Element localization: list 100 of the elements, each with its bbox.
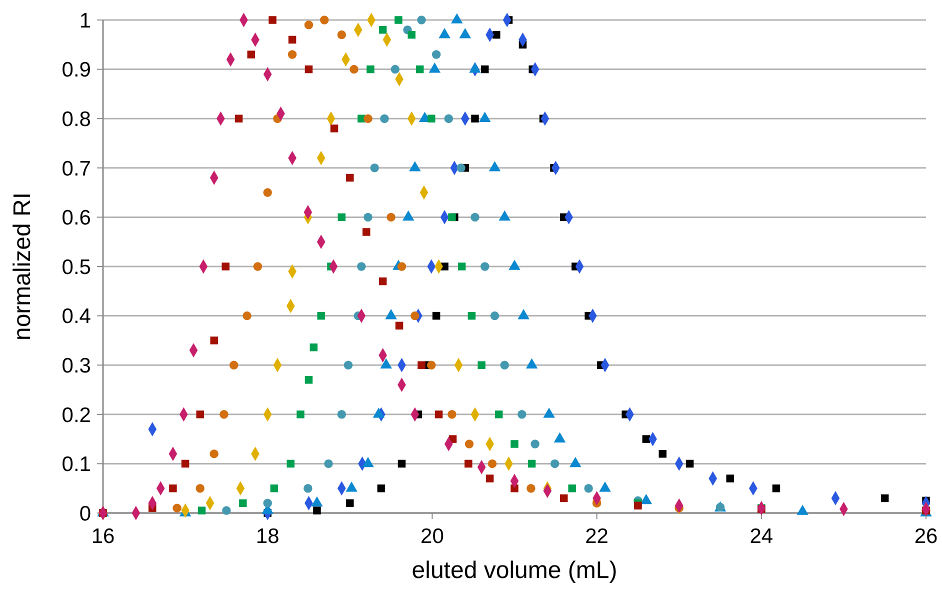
point: [634, 502, 642, 510]
point: [584, 484, 593, 493]
point: [408, 30, 416, 39]
point: [234, 114, 243, 122]
point: [181, 460, 190, 468]
y-tick-label: 0: [79, 502, 91, 526]
point: [330, 124, 338, 132]
point: [263, 188, 272, 197]
point: [350, 64, 358, 74]
point: [253, 262, 262, 271]
point: [510, 440, 518, 448]
point: [490, 311, 500, 320]
point: [488, 459, 497, 468]
point: [568, 484, 576, 492]
point: [364, 114, 372, 123]
y-tick-label: 0.8: [62, 108, 91, 131]
point: [448, 410, 456, 419]
point: [686, 460, 694, 468]
point: [364, 212, 372, 222]
point: [229, 360, 238, 370]
point: [172, 504, 182, 512]
point: [432, 50, 441, 59]
point: [346, 174, 354, 182]
point: [270, 484, 278, 492]
point: [220, 410, 228, 419]
point: [526, 484, 536, 493]
y-axis-title: normalized RI: [9, 192, 36, 341]
point: [395, 322, 404, 330]
point: [481, 65, 489, 74]
point: [470, 212, 480, 222]
point: [478, 361, 486, 369]
point: [434, 410, 443, 418]
point: [550, 459, 560, 468]
point: [378, 26, 387, 34]
point: [390, 64, 400, 74]
point: [726, 474, 734, 482]
point: [324, 459, 333, 468]
x-tick-label: 16: [91, 525, 115, 548]
y-tick-label: 1: [79, 9, 91, 32]
point: [410, 311, 420, 320]
point: [398, 460, 406, 468]
point: [344, 360, 353, 370]
point: [198, 506, 206, 514]
point: [320, 16, 329, 24]
x-axis-title: eluted volume (mL): [412, 557, 618, 584]
point: [196, 410, 204, 418]
point: [304, 20, 314, 30]
point: [210, 449, 218, 458]
point: [268, 16, 276, 24]
point: [288, 36, 296, 44]
point: [377, 484, 386, 492]
point: [357, 262, 366, 271]
y-tick-label: 0.3: [62, 354, 91, 378]
point: [317, 312, 325, 320]
x-tick-label: 20: [420, 525, 444, 548]
point: [500, 360, 509, 370]
point: [313, 506, 321, 514]
point: [468, 312, 476, 320]
point: [428, 114, 436, 122]
point: [304, 376, 313, 384]
point: [239, 499, 247, 508]
point: [658, 450, 667, 458]
point: [492, 30, 500, 39]
point: [338, 213, 346, 222]
point: [880, 494, 889, 502]
point: [397, 262, 406, 271]
point: [337, 30, 346, 40]
point: [370, 164, 379, 172]
point: [362, 228, 370, 236]
point: [464, 460, 472, 468]
point: [480, 262, 490, 271]
y-tick-label: 0.4: [62, 305, 92, 328]
point: [386, 212, 396, 222]
point: [528, 460, 536, 468]
y-tick-label: 0.6: [62, 206, 91, 230]
point: [486, 474, 494, 482]
point: [247, 50, 256, 58]
point: [772, 484, 780, 492]
point: [518, 410, 526, 419]
point: [222, 506, 231, 515]
point: [394, 16, 402, 24]
point: [560, 494, 568, 502]
point: [432, 312, 440, 320]
point: [304, 484, 312, 493]
point: [296, 410, 304, 418]
point: [196, 484, 204, 493]
point: [418, 361, 426, 369]
x-tick-label: 18: [256, 525, 280, 548]
point: [464, 440, 474, 448]
point: [416, 65, 424, 74]
point: [530, 440, 540, 448]
point: [642, 435, 650, 443]
point: [380, 114, 389, 123]
point: [210, 336, 218, 344]
point: [286, 460, 295, 468]
point: [448, 213, 456, 222]
x-tick-label: 26: [914, 525, 938, 548]
x-tick-label: 24: [750, 525, 774, 548]
point: [263, 498, 272, 508]
y-tick-label: 0.2: [62, 404, 91, 427]
